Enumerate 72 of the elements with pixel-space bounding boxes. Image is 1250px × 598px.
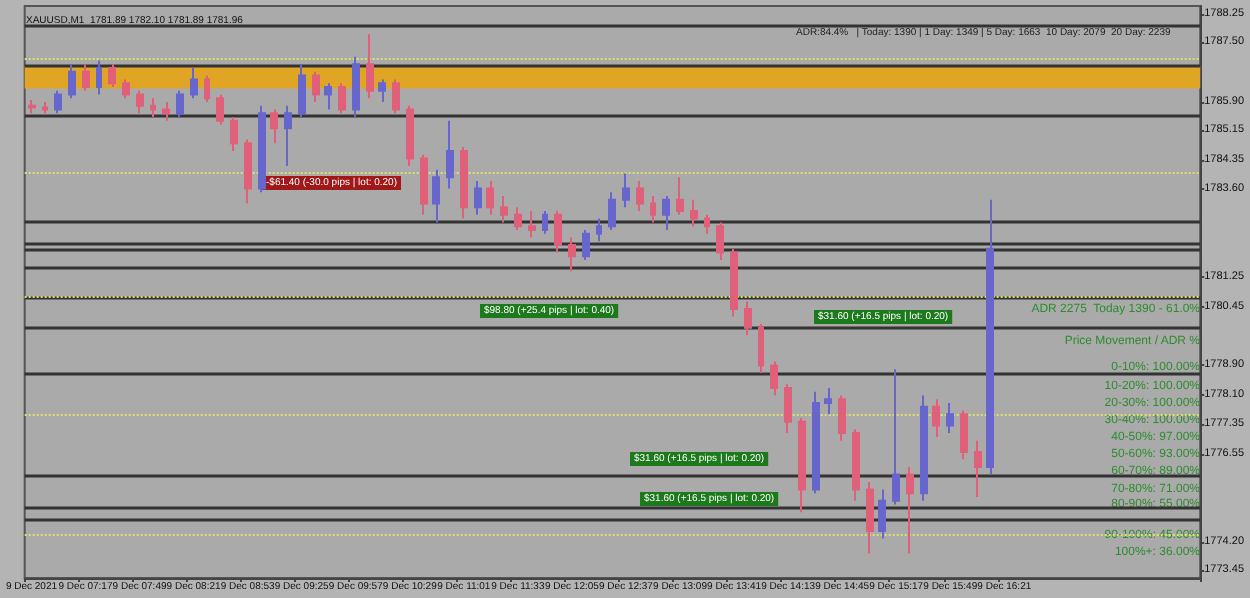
candlestick [312,70,320,103]
candlestick [420,153,428,216]
candlestick [324,82,332,111]
candlestick [406,104,414,167]
candlestick [582,228,590,262]
candlestick [798,417,806,514]
candlestick [108,63,116,88]
candlestick [662,195,670,231]
candlestick [946,402,954,435]
candlestick [96,59,102,96]
candlestick [542,210,548,235]
candlestick [150,97,156,119]
candlestick [730,247,738,318]
candlestick [432,168,440,224]
candlestick [500,195,508,224]
candlestick [42,100,48,115]
candlestick [366,33,374,100]
candlestick [122,78,130,100]
candlestick [824,386,832,416]
candlestick [892,368,900,506]
candlestick [770,360,778,397]
candlestick [54,89,62,115]
candlestick [474,179,482,216]
candlestick [960,409,968,461]
candlestick [974,439,982,499]
candlestick [68,63,76,100]
candlestick [744,300,752,337]
candlestick [258,104,266,194]
candlestick [866,481,874,555]
candlestick [636,179,644,213]
candlestick [878,488,886,540]
candlestick [338,82,346,115]
candlestick [932,398,940,438]
candlestick [838,394,846,442]
candlestick [284,104,292,167]
candlestick [270,108,278,145]
candlestick [486,179,494,216]
candlestick [986,198,994,476]
candlestick [784,383,792,435]
candlestick [190,67,198,100]
candlestick [608,191,616,231]
candlestick [812,390,820,495]
candlestick [446,119,454,190]
candlestick [528,210,536,239]
candlestick [676,176,684,216]
candlestick [230,116,238,152]
candlestick [176,89,184,119]
candlestick [554,210,562,254]
candlestick [28,99,36,115]
candlestick [568,236,576,273]
candlestick [704,213,710,235]
candlestick [162,100,170,122]
candlestick [392,78,400,115]
candlestick [622,172,630,209]
candlestick [216,93,224,126]
candlestick [460,146,468,220]
candlestick [378,78,386,103]
candlestick [920,394,928,502]
candlestick [298,63,306,119]
candlestick [596,217,602,243]
candlestick [690,198,698,228]
candlestick [906,465,914,555]
candlestick [82,63,90,92]
candlestick [758,322,764,374]
candlestick [136,89,144,115]
candlestick [650,195,656,224]
candlestick [716,221,724,262]
candlestick [352,55,360,119]
candlestick [244,138,252,205]
candlestick [852,428,860,502]
candlestick [514,206,522,231]
candlestick [204,74,210,103]
